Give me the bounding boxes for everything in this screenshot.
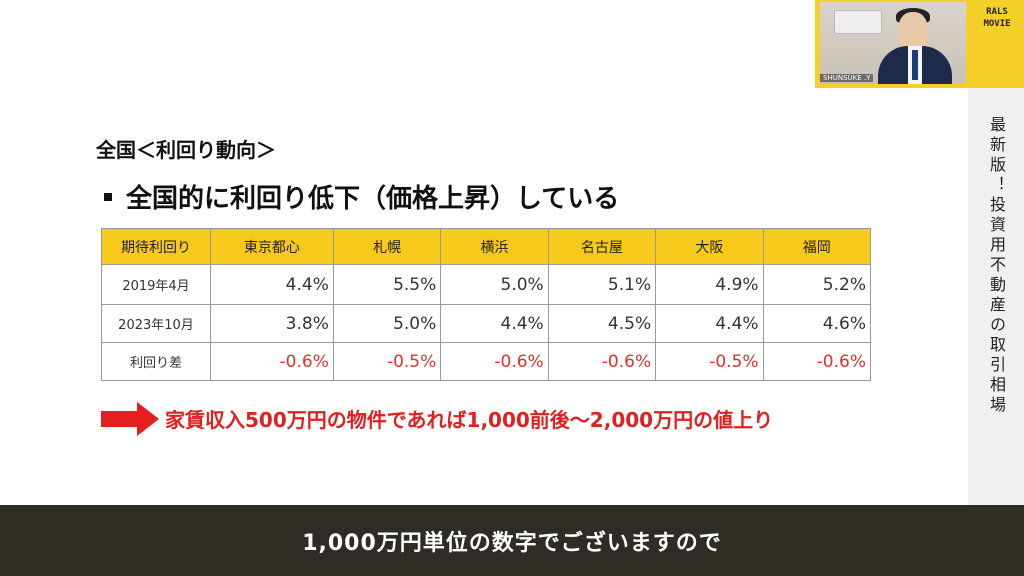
bullet-point: 全国的に利回り低下（価格上昇）している [104, 178, 619, 215]
presenter-face [898, 12, 928, 50]
brand-line: MOVIE [983, 19, 1011, 29]
subtitle-bar: 1,000万円単位の数字でございますので [0, 505, 1024, 576]
table-cell: -0.6% [547, 342, 657, 381]
table-cell: 5.0% [332, 304, 442, 343]
webcam-name-label: SHUNSUKE .Y [820, 74, 874, 82]
table-cell: 3.8% [210, 304, 334, 343]
table-cell: -0.6% [440, 342, 549, 381]
row-label: 利回り差 [101, 342, 211, 381]
slide: 全国＜利回り動向＞ 全国的に利回り低下（価格上昇）している 期待利回り 東京都心… [96, 138, 872, 436]
yield-table: 期待利回り 東京都心 札幌 横浜 名古屋 大阪 福岡 2019年4月 4.4% … [101, 228, 872, 381]
presenter-tie [912, 50, 918, 80]
webcam-video: SHUNSUKE .Y [820, 2, 966, 84]
side-panel: 最新版！投資用不動産の取引相場 [968, 88, 1024, 505]
header-cell: 期待利回り [101, 228, 211, 265]
header-cell: 東京都心 [210, 228, 334, 265]
table-cell: 4.6% [762, 304, 872, 343]
table-cell: 4.4% [440, 304, 549, 343]
bullet-square-icon [104, 192, 112, 201]
header-cell: 札幌 [332, 228, 442, 265]
webcam-overlay: SHUNSUKE .Y RALS MOVIE [815, 0, 1024, 88]
table-cell: 5.0% [440, 264, 549, 305]
table-cell: -0.6% [762, 342, 872, 381]
table-cell: 4.4% [655, 304, 764, 343]
table-cell: 5.2% [762, 264, 872, 305]
side-panel-title: 最新版！投資用不動産の取引相場 [987, 116, 1006, 416]
table-cell: -0.5% [332, 342, 442, 381]
table-row: 2023年10月 3.8% 5.0% 4.4% 4.5% 4.4% 4.6% [101, 304, 872, 343]
table-cell: -0.5% [655, 342, 764, 381]
table-header-row: 期待利回り 東京都心 札幌 横浜 名古屋 大阪 福岡 [101, 228, 872, 265]
table-cell: 5.1% [547, 264, 657, 305]
brand-line: RALS [986, 7, 1008, 17]
table-cell: 5.5% [332, 264, 442, 305]
right-arrow-icon [101, 402, 159, 436]
table-cell: 4.4% [210, 264, 334, 305]
header-cell: 名古屋 [547, 228, 657, 265]
table-cell: 4.9% [655, 264, 764, 305]
table-row: 利回り差 -0.6% -0.5% -0.6% -0.6% -0.5% -0.6% [101, 342, 872, 381]
header-cell: 大阪 [655, 228, 764, 265]
conclusion-text: 家賃収入500万円の物件であれば1,000前後〜2,000万円の値上り [165, 408, 774, 432]
background-poster [834, 10, 882, 34]
header-cell: 福岡 [762, 228, 872, 265]
bullet-text: 全国的に利回り低下（価格上昇）している [126, 184, 620, 214]
row-label: 2023年10月 [101, 304, 211, 343]
slide-heading: 全国＜利回り動向＞ [96, 138, 276, 162]
table-cell: 4.5% [547, 304, 657, 343]
row-label: 2019年4月 [101, 264, 211, 305]
subtitle-text: 1,000万円単位の数字でございますので [302, 530, 722, 556]
table-cell: -0.6% [210, 342, 334, 381]
brand-logo: RALS MOVIE [973, 6, 1021, 30]
header-cell: 横浜 [440, 228, 549, 265]
table-row: 2019年4月 4.4% 5.5% 5.0% 5.1% 4.9% 5.2% [101, 264, 872, 305]
